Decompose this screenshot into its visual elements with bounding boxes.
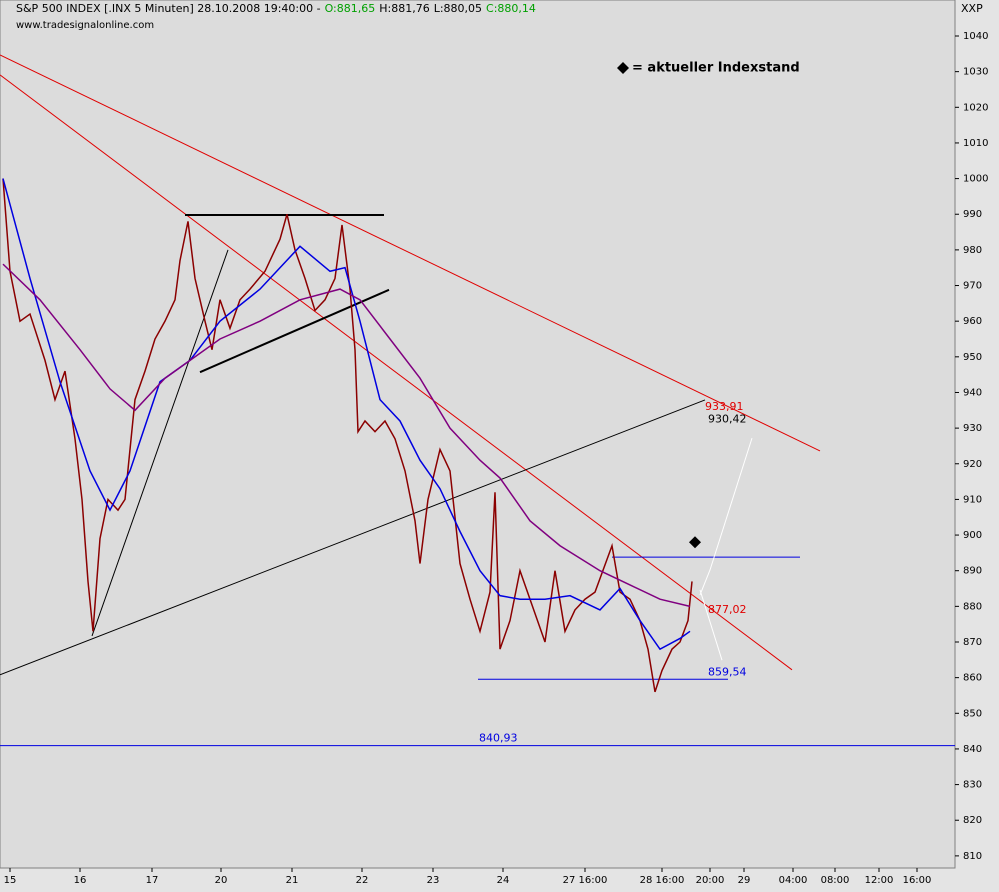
price-label: 877,02 — [708, 603, 747, 616]
x-tick-label: 29 — [738, 875, 751, 886]
x-tick-label: 16 — [74, 875, 87, 886]
y-tick-label: 890 — [963, 566, 982, 577]
y-tick-label: 880 — [963, 601, 982, 612]
trendline — [699, 437, 753, 596]
price-label: 930,42 — [708, 413, 747, 426]
ohlc-label: L:880,05 — [434, 2, 482, 15]
y-tick-label: 980 — [963, 245, 982, 256]
y-tick-label: 850 — [963, 708, 982, 719]
y-tick-label: 810 — [963, 851, 982, 862]
y-tick-label: 830 — [963, 780, 982, 791]
y-tick-label: 1000 — [963, 174, 988, 185]
x-tick-label: 04:00 — [779, 875, 808, 886]
ohlc-label: C:880,14 — [486, 2, 536, 15]
price-label: 840,93 — [479, 732, 518, 745]
y-tick-label: 930 — [963, 423, 982, 434]
x-tick-label: 20 — [215, 875, 228, 886]
x-tick-label: 08:00 — [821, 875, 850, 886]
y-tick-label: 920 — [963, 459, 982, 470]
x-tick-label: 12:00 — [865, 875, 894, 886]
y-tick-label: 900 — [963, 530, 982, 541]
y-tick-label: 1010 — [963, 138, 988, 149]
y-tick-label: 860 — [963, 673, 982, 684]
source: www.tradesignalonline.com — [16, 20, 154, 31]
y-tick-label: 840 — [963, 744, 982, 755]
trendline — [0, 74, 793, 671]
series-line — [2, 178, 691, 651]
x-tick-label: 23 — [427, 875, 440, 886]
y-tick-label: 990 — [963, 209, 982, 220]
trendline — [699, 589, 723, 661]
y-tick-label: 910 — [963, 494, 982, 505]
series-line — [2, 263, 691, 608]
trendline — [0, 399, 706, 676]
y-tick-label: 940 — [963, 387, 982, 398]
x-tick-label: 15 — [4, 875, 17, 886]
price-label: 933,91 — [705, 400, 744, 413]
trendline — [199, 288, 390, 374]
y-tick-label: 970 — [963, 281, 982, 292]
series-line — [2, 178, 693, 693]
trendline — [0, 54, 821, 452]
legend-marker — [617, 62, 629, 74]
x-tick-label: 27 16:00 — [563, 875, 608, 886]
y-tick-label: 1040 — [963, 31, 988, 42]
legend-text: = aktueller Indexstand — [632, 61, 800, 76]
ohlc-label: O:881,65 — [325, 2, 376, 15]
x-tick-label: 20:00 — [696, 875, 725, 886]
x-tick-label: 28 16:00 — [640, 875, 685, 886]
current-marker — [689, 536, 701, 549]
symbol-label: XXP — [961, 2, 983, 15]
y-tick-label: 960 — [963, 316, 982, 327]
chart-title: S&P 500 INDEX [.INX 5 Minuten] 28.10.200… — [16, 2, 321, 15]
x-tick-label: 16:00 — [903, 875, 932, 886]
y-tick-label: 820 — [963, 815, 982, 826]
price-label: 859,54 — [708, 665, 747, 678]
x-tick-label: 21 — [286, 875, 299, 886]
x-tick-label: 24 — [497, 875, 510, 886]
y-tick-label: 870 — [963, 637, 982, 648]
y-tick-label: 950 — [963, 352, 982, 363]
y-tick-label: 1020 — [963, 102, 988, 113]
y-tick-label: 1030 — [963, 67, 988, 78]
ohlc-label: H:881,76 — [379, 2, 429, 15]
x-tick-label: 22 — [356, 875, 369, 886]
x-tick-label: 17 — [146, 875, 159, 886]
trendline — [91, 249, 229, 637]
